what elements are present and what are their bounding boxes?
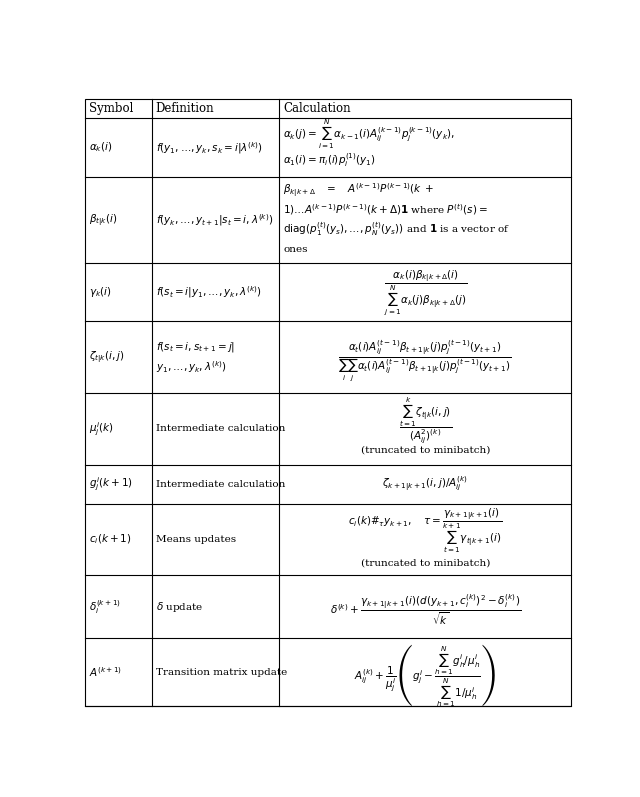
Text: $f(s_t = i|y_1,\ldots,y_k, \lambda^{(k)})$: $f(s_t = i|y_1,\ldots,y_k, \lambda^{(k)}… — [156, 285, 261, 300]
Text: $f(y_1,\ldots,y_k, s_k = i|\lambda^{(k)})$: $f(y_1,\ldots,y_k, s_k = i|\lambda^{(k)}… — [156, 139, 262, 155]
Text: $f(s_t = i, s_{t+1} = j|$: $f(s_t = i, s_{t+1} = j|$ — [156, 340, 235, 354]
Text: Means updates: Means updates — [156, 535, 236, 544]
Text: $\zeta_{k+1|k+1}(i,j)/A^{(k)}_{ij}$: $\zeta_{k+1|k+1}(i,j)/A^{(k)}_{ij}$ — [382, 475, 468, 493]
Text: $\beta_{k|k+\Delta}\quad =\quad A^{(k-1)}P^{(k-1)}(k\;+$: $\beta_{k|k+\Delta}\quad =\quad A^{(k-1)… — [284, 181, 435, 198]
Text: $\beta_{t|k}(i)$: $\beta_{t|k}(i)$ — [89, 212, 117, 228]
Text: $y_1,\ldots,y_k, \lambda^{(k)})$: $y_1,\ldots,y_k, \lambda^{(k)})$ — [156, 359, 227, 375]
Text: $\gamma_k(i)$: $\gamma_k(i)$ — [89, 285, 111, 299]
Text: $\dfrac{\alpha_k(i)\beta_{k|k+\Delta}(i)}{\sum_{j=1}^{N} \alpha_k(j)\beta_{k|k+\: $\dfrac{\alpha_k(i)\beta_{k|k+\Delta}(i)… — [383, 268, 467, 316]
Text: $\dfrac{\alpha_t(i)A_{ij}^{(t-1)}\beta_{t+1|k}(j)p_j^{(t-1)}(y_{t+1})}{\sum_i \s: $\dfrac{\alpha_t(i)A_{ij}^{(t-1)}\beta_{… — [339, 339, 512, 383]
Text: (truncated to minibatch): (truncated to minibatch) — [360, 558, 490, 567]
Text: $c_i(k+1)$: $c_i(k+1)$ — [89, 533, 131, 547]
Text: $\mathrm{diag}(p_1^{(t)}(y_s),\ldots,p_N^{(t)}(y_s))$ and $\mathbf{1}$ is a vect: $\mathrm{diag}(p_1^{(t)}(y_s),\ldots,p_N… — [284, 220, 511, 238]
Text: $A^{(k)}_{ij} + \dfrac{1}{\mu^i_j}\left(g^i_j - \dfrac{\sum_{h=1}^{N} g^i_h/\mu^: $A^{(k)}_{ij} + \dfrac{1}{\mu^i_j}\left(… — [354, 642, 496, 709]
Text: $1)\ldots A^{(k-1)}P^{(k-1)}(k+\Delta)\mathbf{1}$ where $P^{(t)}(s) =$: $1)\ldots A^{(k-1)}P^{(k-1)}(k+\Delta)\m… — [284, 202, 488, 217]
Text: Definition: Definition — [156, 102, 214, 115]
Text: Intermediate calculation: Intermediate calculation — [156, 424, 285, 434]
Text: $\delta$ update: $\delta$ update — [156, 599, 204, 614]
Text: ones: ones — [284, 245, 308, 253]
Text: Symbol: Symbol — [89, 102, 133, 115]
Text: $\alpha_1(i) = \pi_i(i)p_i^{(1)}(y_1)$: $\alpha_1(i) = \pi_i(i)p_i^{(1)}(y_1)$ — [284, 151, 376, 170]
Text: $\delta^{(k)} + \dfrac{\gamma_{k+1|k+1}(i)(d(y_{k+1}, c_i^{(k)})^2 - \delta_i^{(: $\delta^{(k)} + \dfrac{\gamma_{k+1|k+1}(… — [330, 592, 521, 627]
Text: $\alpha_k(i)$: $\alpha_k(i)$ — [89, 141, 112, 155]
Text: $f(y_k,\ldots,y_{t+1}|s_t = i, \lambda^{(k)})$: $f(y_k,\ldots,y_{t+1}|s_t = i, \lambda^{… — [156, 212, 273, 228]
Text: $A^{(k+1)}$: $A^{(k+1)}$ — [89, 665, 122, 679]
Text: Calculation: Calculation — [284, 102, 351, 115]
Text: $\delta^{(k+1)}_i$: $\delta^{(k+1)}_i$ — [89, 598, 121, 615]
Text: $g^i_j(k+1)$: $g^i_j(k+1)$ — [89, 476, 133, 493]
Text: $\dfrac{\sum_{t=1}^{k} \zeta_{t|k}(i,j)}{(A^2_{ij})^{(k)}}$: $\dfrac{\sum_{t=1}^{k} \zeta_{t|k}(i,j)}… — [399, 395, 452, 445]
Text: $c_i(k)\#_\tau y_{k+1},\quad \tau = \dfrac{\gamma_{k+1|k+1}(i)}{\sum_{t=1}^{k+1}: $c_i(k)\#_\tau y_{k+1},\quad \tau = \dfr… — [348, 507, 502, 556]
Text: $\alpha_k(j) = \sum_{i=1}^{N} \alpha_{k-1}(i)A_{ij}^{(k-1)}p_j^{(k-1)}(y_k),$: $\alpha_k(j) = \sum_{i=1}^{N} \alpha_{k-… — [284, 118, 455, 151]
Text: (truncated to minibatch): (truncated to minibatch) — [360, 446, 490, 455]
Text: $\mu^i_j(k)$: $\mu^i_j(k)$ — [89, 420, 114, 438]
Text: $\zeta_{t|k}(i,j)$: $\zeta_{t|k}(i,j)$ — [89, 349, 125, 365]
Text: Transition matrix update: Transition matrix update — [156, 668, 287, 677]
Text: Intermediate calculation: Intermediate calculation — [156, 480, 285, 489]
